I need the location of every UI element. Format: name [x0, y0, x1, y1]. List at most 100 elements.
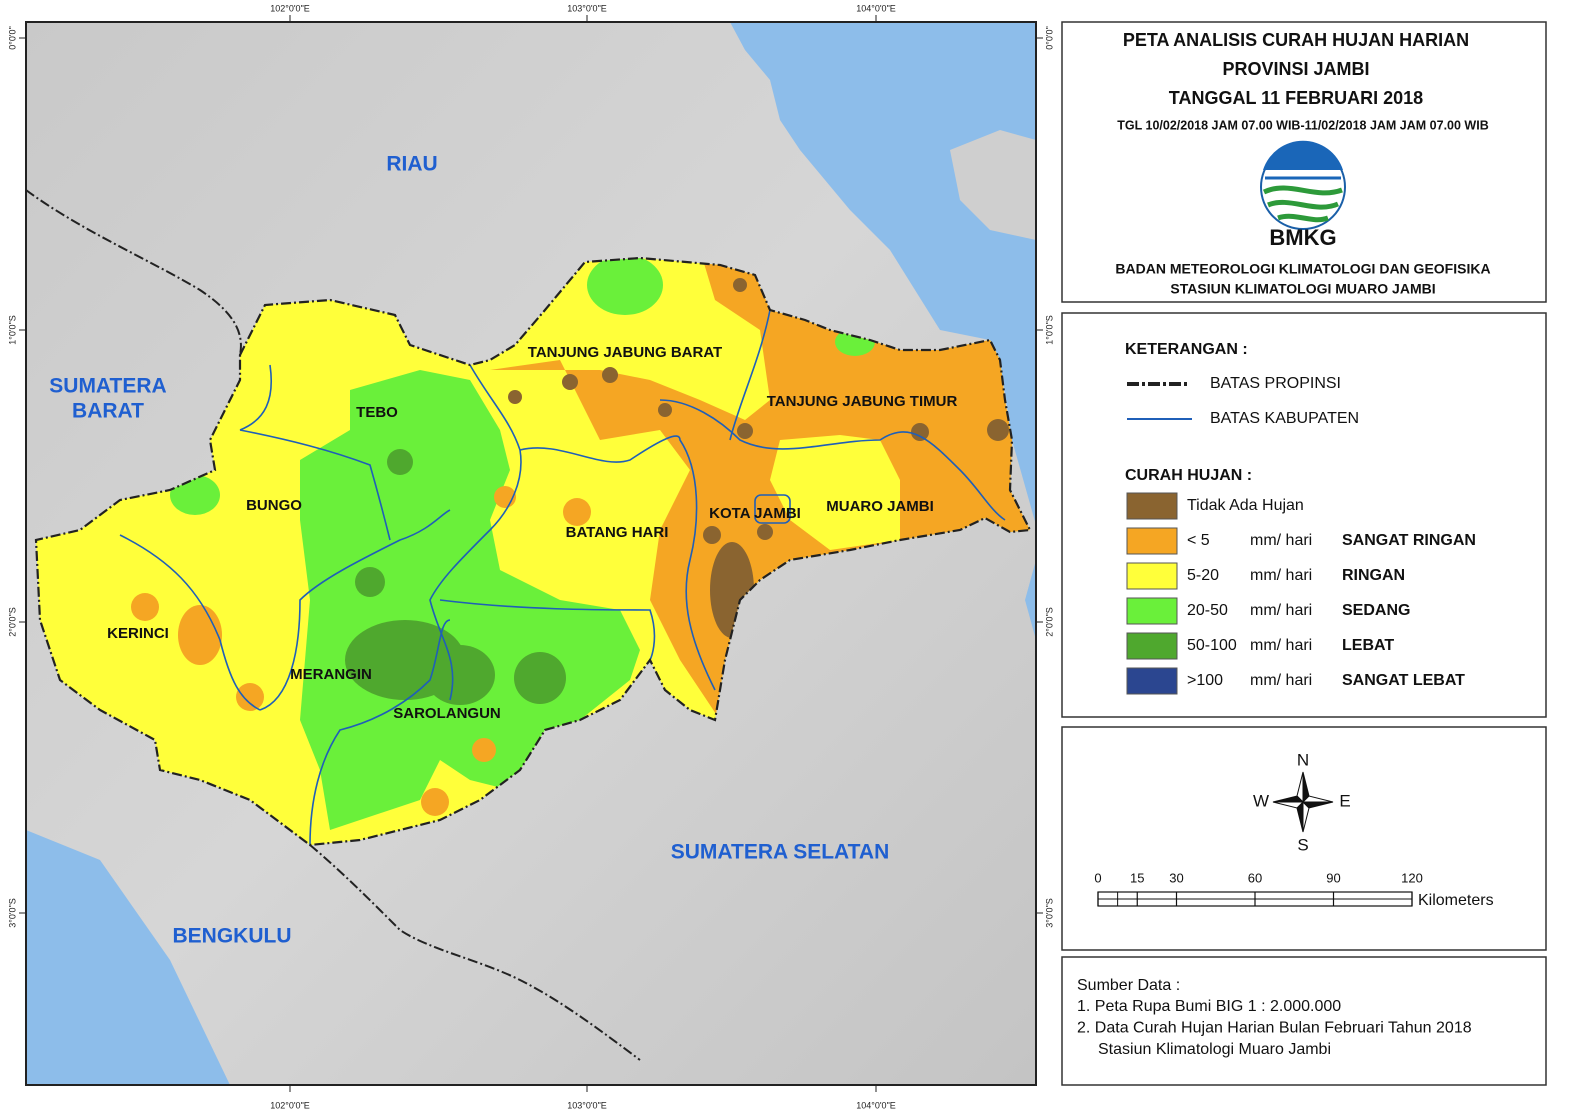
scale-bar-label: 0 [1094, 870, 1101, 885]
legend-swatch [1126, 632, 1178, 660]
scale-bar-label: 60 [1248, 870, 1262, 885]
zone [587, 258, 663, 315]
zone [987, 419, 1009, 441]
latitude-label: 0°0'0" [1044, 26, 1054, 50]
zone [703, 526, 721, 544]
province-label: BARAT [72, 400, 144, 423]
province-label: RIAU [386, 153, 437, 176]
zone [236, 683, 264, 711]
longitude-label: 102°0'0"E [270, 1100, 310, 1110]
compass-west: W [1253, 791, 1269, 810]
legend-range: 20-50 [1187, 602, 1228, 619]
province-label: BENGKULU [173, 925, 292, 948]
legend-heading: KETERANGAN : [1125, 341, 1248, 358]
province-boundary [26, 189, 242, 356]
scale-bar-label: 30 [1169, 870, 1183, 885]
zone [355, 567, 385, 597]
logo-text: BMKG [1269, 225, 1336, 250]
latitude-label: 1°0'0"S [1044, 315, 1054, 345]
zone [563, 498, 591, 526]
district-label: KERINCI [107, 625, 169, 642]
compass-panel [1061, 726, 1547, 951]
district-boundary [729, 309, 771, 441]
map-frame [25, 21, 1037, 1086]
legend-range: 5-20 [1187, 567, 1219, 584]
zone [490, 258, 1030, 720]
compass-south: S [1297, 835, 1308, 854]
source-heading: Sumber Data : [1077, 977, 1180, 994]
zone [737, 423, 753, 439]
legend-range: < 5 [1187, 532, 1210, 549]
legend-unit: mm/ hari [1250, 602, 1312, 619]
district-boundary [259, 509, 451, 711]
sea [1025, 560, 1036, 640]
zone [658, 403, 672, 417]
district-boundary [429, 364, 522, 701]
legend-swatch [1126, 597, 1178, 625]
latitude-label: 3°0'0"S [1044, 898, 1054, 928]
compass-east: E [1339, 791, 1350, 810]
title-line: TANGGAL 11 FEBRUARI 2018 [1169, 88, 1423, 108]
agency-line: BADAN METEOROLOGI KLIMATOLOGI DAN GEOFIS… [1115, 261, 1490, 277]
district-label: MUARO JAMBI [826, 498, 934, 515]
legend-swatch [1126, 527, 1178, 555]
scale-bar-label: 15 [1130, 870, 1144, 885]
legend-heading: CURAH HUJAN : [1125, 467, 1252, 484]
latitude-label: 0°0'0" [7, 26, 17, 50]
zone [602, 367, 618, 383]
island [950, 130, 1036, 240]
zone [387, 449, 413, 475]
legend-range: >100 [1187, 672, 1223, 689]
zone [770, 435, 900, 550]
agency-line: STASIUN KLIMATOLOGI MUARO JAMBI [1170, 281, 1435, 297]
sea [26, 830, 230, 1085]
district-boundary [119, 534, 261, 711]
zone [911, 423, 929, 441]
legend-label: BATAS PROPINSI [1210, 375, 1341, 392]
province-label: SUMATERA SELATAN [671, 841, 890, 864]
legend-swatch [1126, 667, 1178, 695]
district-label: BATANG HARI [566, 524, 669, 541]
zone [562, 374, 578, 390]
legend-swatch [1126, 562, 1178, 590]
title-line: PROVINSI JAMBI [1222, 59, 1369, 79]
latitude-label: 2°0'0"S [1044, 607, 1054, 637]
longitude-label: 104°0'0"E [856, 3, 896, 13]
title-line: PETA ANALISIS CURAH HUJAN HARIAN [1123, 30, 1469, 50]
north-arrow [1272, 771, 1334, 833]
zone [300, 370, 640, 830]
longitude-label: 102°0'0"E [270, 3, 310, 13]
district-boundary [659, 399, 1006, 521]
legend-category: RINGAN [1342, 567, 1405, 584]
bmkg-logo [1260, 140, 1346, 230]
district-boundary [439, 599, 656, 661]
province-label: SUMATERA [49, 375, 166, 398]
source-item: 2. Data Curah Hujan Harian Bulan Februar… [1077, 1020, 1472, 1037]
scale-bar-unit: Kilometers [1418, 892, 1494, 909]
zone [178, 605, 222, 665]
district-label: TEBO [356, 404, 398, 421]
city-boundary [754, 494, 791, 524]
district-label: TANJUNG JABUNG BARAT [528, 344, 722, 361]
zone [131, 593, 159, 621]
legend-category: LEBAT [1342, 637, 1394, 654]
source-item: Stasiun Klimatologi Muaro Jambi [1098, 1041, 1331, 1058]
source-item: 1. Peta Rupa Bumi BIG 1 : 2.000.000 [1077, 998, 1341, 1015]
latitude-label: 3°0'0"S [7, 898, 17, 928]
zone [514, 652, 566, 704]
longitude-label: 103°0'0"E [567, 3, 607, 13]
legend-category: SANGAT RINGAN [1342, 532, 1476, 549]
compass-north: N [1297, 750, 1309, 769]
latitude-label: 2°0'0"S [7, 607, 17, 637]
legend-unit: mm/ hari [1250, 567, 1312, 584]
legend-label: BATAS KABUPATEN [1210, 410, 1359, 427]
scale-bar-label: 120 [1401, 870, 1423, 885]
legend-unit: mm/ hari [1250, 637, 1312, 654]
district-boundary [309, 619, 451, 846]
legend-range: Tidak Ada Hujan [1187, 497, 1304, 514]
zone [733, 278, 747, 292]
district-boundaries [119, 309, 1006, 846]
zone [508, 390, 522, 404]
district-label: KOTA JAMBI [709, 505, 801, 522]
